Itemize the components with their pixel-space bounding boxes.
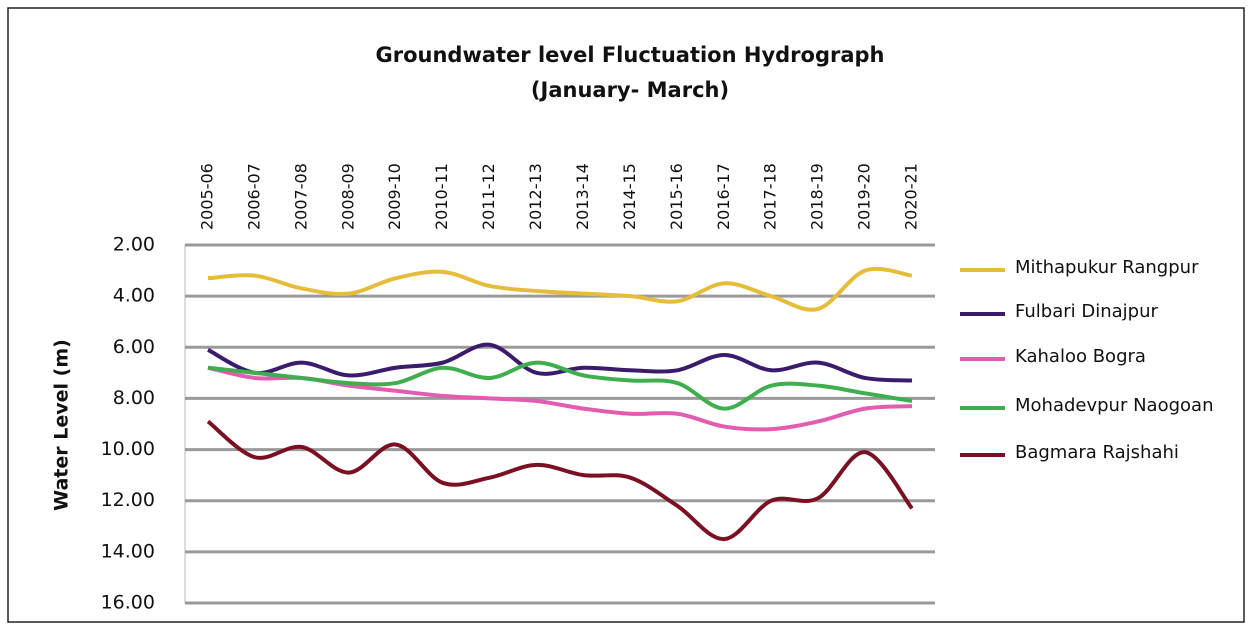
y-tick-label: 4.00 (113, 285, 155, 307)
x-tick-label: 2017-18 (761, 163, 780, 230)
legend-label: Mohadevpur Naogoan (1015, 395, 1213, 416)
x-tick-label: 2009-10 (385, 163, 404, 230)
x-tick-label: 2018-19 (808, 163, 827, 230)
y-tick-label: 12.00 (101, 489, 155, 511)
series-line (207, 342, 913, 383)
y-tick-label: 6.00 (113, 336, 155, 358)
series-line (207, 360, 913, 411)
x-tick-label: 2006-07 (244, 163, 263, 230)
series-line (207, 266, 913, 312)
y-tick-label: 8.00 (113, 387, 155, 409)
y-axis-label: Water Level (m) (51, 339, 73, 511)
x-tick-label: 2013-14 (573, 163, 592, 230)
x-tick-label: 2014-15 (620, 163, 639, 230)
frame (7, 7, 1245, 623)
legend-label: Fulbari Dinajpur (1015, 301, 1158, 322)
x-tick-label: 2015-16 (667, 163, 686, 230)
x-tick-label: 2012-13 (526, 163, 545, 230)
x-tick-label: 2007-08 (291, 163, 310, 230)
y-tick-label: 10.00 (101, 438, 155, 460)
x-tick-label: 2020-21 (902, 163, 921, 230)
x-tick-label: 2011-12 (479, 163, 498, 230)
y-tick-label: 2.00 (113, 234, 155, 256)
legend-label: Kahaloo Bogra (1015, 346, 1146, 367)
chart-subtitle: (January- March) (531, 78, 729, 102)
x-tick-label: 2016-17 (714, 163, 733, 230)
x-tick-label: 2010-11 (432, 163, 451, 230)
legend-label: Mithapukur Rangpur (1015, 257, 1199, 278)
chart-title: Groundwater level Fluctuation Hydrograph (375, 43, 884, 67)
series-line (206, 419, 914, 542)
legend-label: Bagmara Rajshahi (1015, 442, 1179, 463)
x-tick-label: 2008-09 (338, 163, 357, 230)
x-tick-label: 2005-06 (198, 163, 217, 230)
y-tick-label: 14.00 (101, 540, 155, 562)
x-tick-label: 2019-20 (855, 163, 874, 230)
y-tick-label: 16.00 (101, 592, 155, 614)
